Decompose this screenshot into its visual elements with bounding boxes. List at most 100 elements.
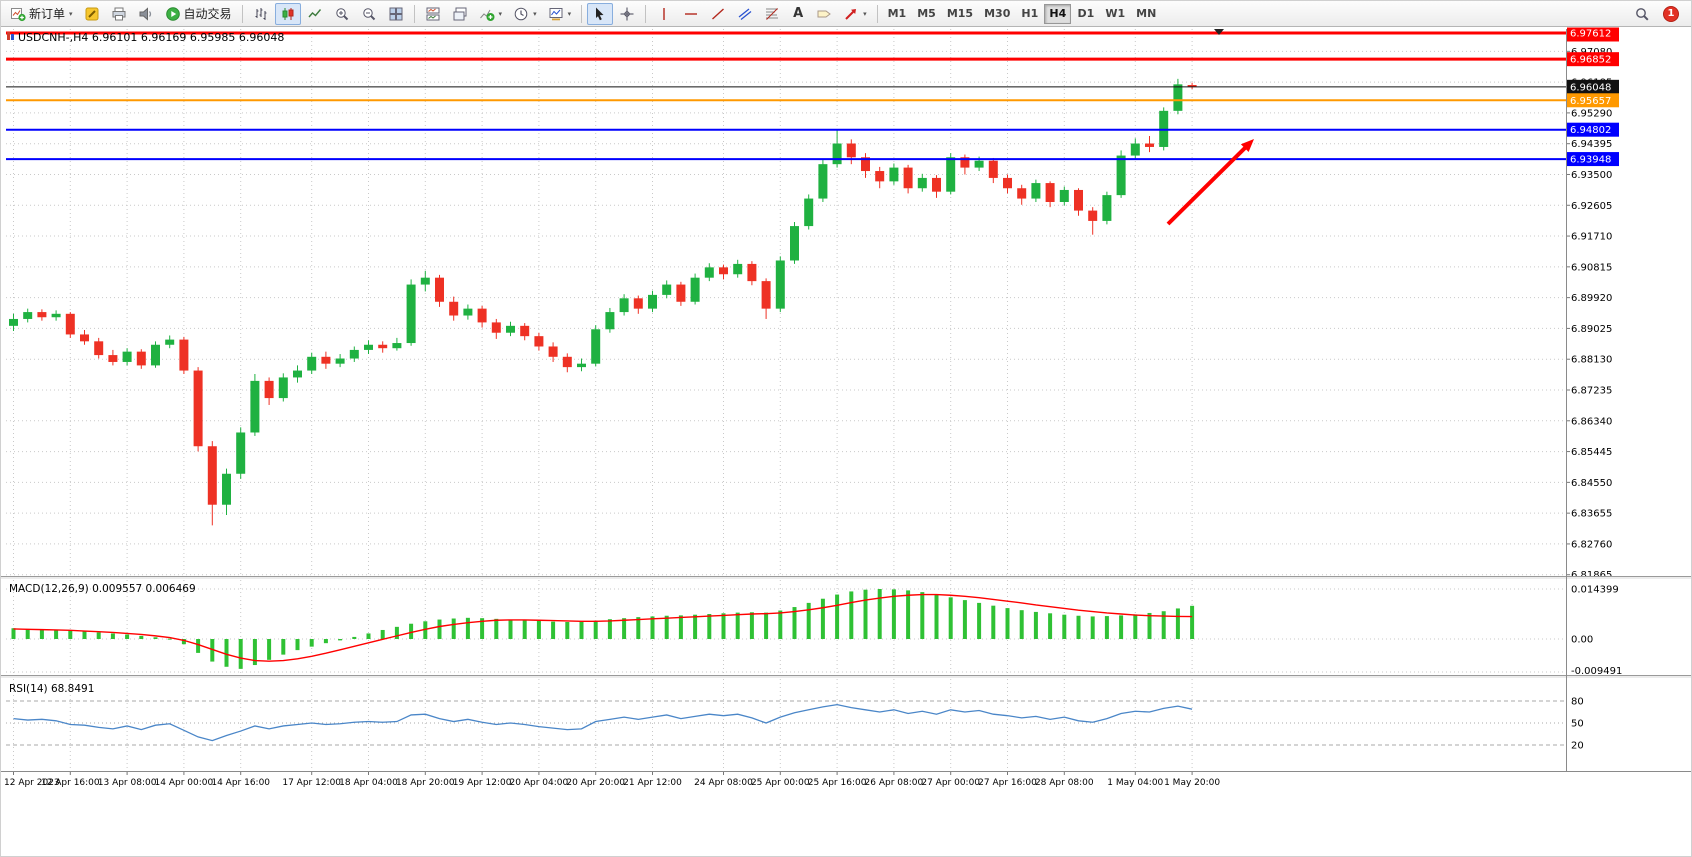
- timeframe-button-m15[interactable]: M15: [946, 7, 974, 20]
- toolbar-right-group: 1: [1629, 3, 1687, 25]
- zoom-in-button[interactable]: [329, 3, 355, 25]
- autotrading-button[interactable]: 自动交易: [160, 3, 237, 25]
- svg-text:6.94395: 6.94395: [1571, 139, 1612, 150]
- main-toolbar: 新订单 ▾ 自动交易: [1, 1, 1691, 27]
- vertical-line-button[interactable]: [651, 3, 677, 25]
- svg-text:17 Apr 12:00: 17 Apr 12:00: [282, 778, 341, 788]
- svg-text:0.00: 0.00: [1571, 635, 1593, 646]
- notification-badge[interactable]: 1: [1663, 5, 1679, 22]
- svg-text:24 Apr 08:00: 24 Apr 08:00: [694, 778, 753, 788]
- templates-button[interactable]: ▾: [543, 3, 577, 25]
- arrows-button[interactable]: ▾: [838, 3, 872, 25]
- grid-layer: [6, 29, 1566, 770]
- cursor-arrow-icon: [596, 7, 604, 20]
- svg-text:27 Apr 00:00: 27 Apr 00:00: [921, 778, 980, 788]
- print-button[interactable]: [106, 3, 132, 25]
- svg-text:6.94802: 6.94802: [1570, 125, 1611, 136]
- text-button[interactable]: A: [786, 3, 810, 25]
- tile-windows-button[interactable]: [383, 3, 409, 25]
- chevron-down-icon: ▾: [533, 9, 537, 18]
- toolbar-separator: [241, 4, 243, 23]
- new-order-label: 新订单: [29, 7, 66, 21]
- svg-text:6.85445: 6.85445: [1571, 447, 1612, 458]
- autotrading-icon: [165, 6, 180, 21]
- svg-text:1 May 20:00: 1 May 20:00: [1164, 778, 1220, 788]
- chart-bars-button[interactable]: [248, 3, 274, 25]
- timeframe-button-m5[interactable]: M5: [917, 7, 936, 20]
- trendline-icon: [712, 7, 725, 20]
- zoom-in-icon: [335, 7, 348, 20]
- new-order-button[interactable]: 新订单 ▾: [5, 3, 78, 25]
- horizontal-line-button[interactable]: [678, 3, 704, 25]
- macd-layer: 0.014399 0.00 -0.009491 MACD(12,26,9) 0.009…: [6, 583, 1622, 677]
- label-tag-icon: [817, 10, 831, 17]
- svg-text:25 Apr 00:00: 25 Apr 00:00: [751, 778, 810, 788]
- svg-text:12 Apr 2023: 12 Apr 2023: [4, 778, 60, 788]
- metaeditor-button[interactable]: [79, 3, 105, 25]
- svg-text:27 Apr 16:00: 27 Apr 16:00: [978, 778, 1037, 788]
- timeframe-button-d1[interactable]: D1: [1077, 7, 1095, 20]
- svg-text:6.95657: 6.95657: [1570, 96, 1611, 107]
- svg-text:1 May 04:00: 1 May 04:00: [1107, 778, 1163, 788]
- svg-text:6.93500: 6.93500: [1571, 170, 1612, 181]
- svg-text:20 Apr 04:00: 20 Apr 04:00: [510, 778, 569, 788]
- periods-button[interactable]: ▾: [508, 3, 542, 25]
- tile-windows-icon: [389, 7, 403, 20]
- svg-text:0.014399: 0.014399: [1571, 585, 1619, 596]
- equidistant-channel-button[interactable]: [732, 3, 758, 25]
- svg-text:6.87235: 6.87235: [1571, 385, 1612, 396]
- chart-background: [1, 27, 1691, 856]
- svg-text:14 Apr 16:00: 14 Apr 16:00: [211, 778, 270, 788]
- template-chart-icon: [549, 7, 563, 20]
- sound-button[interactable]: [133, 3, 159, 25]
- panel-frames: [1, 29, 1691, 772]
- chart-candles-button[interactable]: [274, 2, 301, 25]
- cascade-windows-button[interactable]: [447, 3, 473, 25]
- svg-text:20: 20: [1571, 741, 1584, 752]
- auto-arrange-button[interactable]: [420, 3, 446, 25]
- svg-text:6.95290: 6.95290: [1571, 108, 1612, 119]
- arrow-objects-icon: [845, 8, 857, 20]
- speaker-icon: [139, 6, 151, 21]
- toolbar-separator: [581, 4, 583, 23]
- search-button[interactable]: [1629, 3, 1655, 25]
- metaeditor-icon: [85, 7, 99, 20]
- price-chart-canvas[interactable]: 6.970806.961856.952906.943956.935006.926…: [1, 27, 1692, 857]
- timeframe-button-mn[interactable]: MN: [1136, 7, 1157, 20]
- crosshair-icon: [620, 7, 634, 20]
- svg-text:6.89025: 6.89025: [1571, 324, 1612, 335]
- candlestick-chart-icon: [282, 7, 294, 20]
- timeframe-button-h4[interactable]: H4: [1044, 3, 1072, 24]
- line-chart-icon: [308, 8, 321, 17]
- trendline-button[interactable]: [705, 3, 731, 25]
- svg-text:13 Apr 08:00: 13 Apr 08:00: [98, 778, 157, 788]
- timeframe-button-m1[interactable]: M1: [887, 7, 907, 20]
- zoom-out-button[interactable]: [356, 3, 382, 25]
- text-label-button[interactable]: [811, 3, 837, 25]
- svg-text:25 Apr 16:00: 25 Apr 16:00: [808, 778, 867, 788]
- bar-chart-icon: [255, 7, 267, 20]
- svg-text:6.81865: 6.81865: [1571, 570, 1612, 581]
- timeframe-button-w1[interactable]: W1: [1105, 7, 1126, 20]
- vertical-line-icon: [663, 7, 665, 20]
- print-icon: [112, 7, 126, 20]
- svg-text:6.89920: 6.89920: [1571, 293, 1612, 304]
- hline-objects: [6, 31, 1566, 161]
- timeframe-button-h1[interactable]: H1: [1021, 7, 1039, 20]
- svg-text:6.97612: 6.97612: [1570, 29, 1611, 40]
- svg-text:14 Apr 00:00: 14 Apr 00:00: [155, 778, 214, 788]
- svg-text:6.83655: 6.83655: [1571, 509, 1612, 520]
- svg-text:6.96048: 6.96048: [1570, 82, 1611, 93]
- cursor-button[interactable]: [587, 2, 614, 25]
- toolbar-separator: [645, 4, 647, 23]
- svg-text:6.88130: 6.88130: [1571, 355, 1612, 366]
- timeframe-button-m30[interactable]: M30: [984, 7, 1011, 20]
- svg-text:50: 50: [1571, 719, 1584, 730]
- fibonacci-button[interactable]: [759, 3, 785, 25]
- crosshair-button[interactable]: [614, 3, 640, 25]
- svg-text:18 Apr 04:00: 18 Apr 04:00: [339, 778, 398, 788]
- chart-line-button[interactable]: [302, 3, 328, 25]
- chevron-down-icon: ▾: [567, 9, 572, 18]
- indicators-button[interactable]: ▾: [474, 3, 508, 25]
